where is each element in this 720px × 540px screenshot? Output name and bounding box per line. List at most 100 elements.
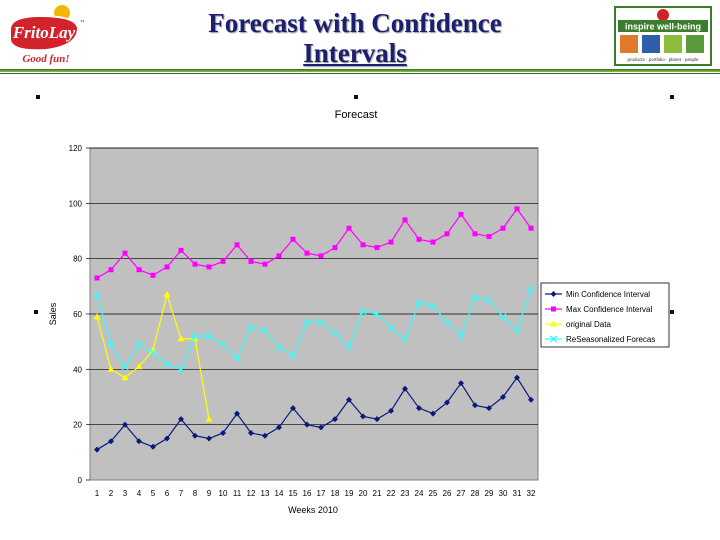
data-point xyxy=(261,327,269,335)
slide-title-line1: Forecast with Confidence xyxy=(208,8,502,38)
data-point xyxy=(121,374,129,381)
logo-title: inspire well-being xyxy=(625,22,701,32)
x-tick-label: 21 xyxy=(373,489,382,498)
x-tick-label: 16 xyxy=(303,489,312,498)
data-point xyxy=(499,313,507,321)
y-tick-label: 120 xyxy=(69,144,83,153)
data-point xyxy=(135,340,143,348)
data-point xyxy=(150,443,156,450)
slide-title: Forecast with Confidence Intervals xyxy=(140,8,570,68)
data-point xyxy=(205,415,213,422)
placeholder-handle xyxy=(670,95,674,99)
data-point xyxy=(136,267,142,273)
data-point xyxy=(550,320,557,327)
data-point xyxy=(429,302,437,310)
inspire-wellbeing-logo: inspire well-being products · portfolio … xyxy=(614,6,712,66)
data-point xyxy=(332,245,338,251)
data-point xyxy=(163,360,171,368)
data-point xyxy=(289,352,297,359)
data-point xyxy=(135,363,143,370)
series-group xyxy=(93,206,535,453)
data-point xyxy=(332,416,338,423)
data-point xyxy=(206,435,212,442)
data-point xyxy=(262,261,268,267)
x-tick-label: 25 xyxy=(429,489,438,498)
x-tick-label: 18 xyxy=(331,489,340,498)
data-point xyxy=(220,429,226,436)
recycle-icon xyxy=(664,35,682,53)
x-tick-label: 10 xyxy=(219,489,228,498)
data-point xyxy=(93,313,101,320)
data-point xyxy=(551,306,556,312)
data-point xyxy=(164,264,170,270)
data-point xyxy=(219,340,227,348)
y-tick-label: 20 xyxy=(73,421,82,430)
data-point xyxy=(331,329,339,337)
x-tick-label: 24 xyxy=(415,489,424,498)
x-tick-label: 15 xyxy=(289,489,298,498)
data-point xyxy=(247,324,255,332)
placeholder-handle xyxy=(34,310,38,314)
y-axis-label: Sales xyxy=(48,302,58,325)
data-point xyxy=(205,332,213,340)
logo-tagline: Good fun! xyxy=(22,53,69,65)
y-axis-ticks: 0 20 40 60 80 100 120 xyxy=(69,144,90,485)
data-point xyxy=(234,410,240,417)
data-point xyxy=(290,236,296,242)
data-point xyxy=(149,349,157,357)
data-point xyxy=(107,365,115,372)
x-tick-label: 19 xyxy=(345,489,354,498)
data-point xyxy=(290,405,296,412)
x-tick-label: 2 xyxy=(109,489,114,498)
data-point xyxy=(472,402,478,409)
x-tick-label: 17 xyxy=(317,489,326,498)
data-point xyxy=(430,410,436,417)
data-point xyxy=(500,225,506,231)
logo-brand: FritoLay xyxy=(12,23,76,42)
data-point xyxy=(346,225,352,231)
logo-title-bar xyxy=(618,20,708,32)
x-tick-label: 28 xyxy=(471,489,480,498)
data-point xyxy=(94,446,100,453)
data-point xyxy=(402,385,408,392)
data-point xyxy=(150,272,156,278)
logo-badge xyxy=(9,14,80,52)
data-point xyxy=(360,413,366,420)
legend-entry: ReSeasonalized Forecas xyxy=(566,335,655,344)
data-point xyxy=(178,247,184,253)
placeholder-handle xyxy=(36,95,40,99)
header-rule-thin xyxy=(0,73,720,74)
data-point xyxy=(317,318,325,326)
data-point xyxy=(262,432,268,439)
data-point xyxy=(360,242,366,248)
y-tick-label: 60 xyxy=(73,310,82,319)
data-point xyxy=(527,285,535,293)
data-point xyxy=(401,335,409,343)
data-point xyxy=(471,293,479,301)
legend-box xyxy=(540,282,670,348)
x-tick-label: 11 xyxy=(233,489,242,498)
y-tick-label: 0 xyxy=(78,476,83,485)
chart-legend: Min Confidence Interval Max Confidence In… xyxy=(540,282,670,348)
data-point xyxy=(93,291,101,299)
fritolay-logo: FritoLay ™ Good fun! xyxy=(9,5,84,65)
y-tick-label: 40 xyxy=(73,365,82,374)
series-line xyxy=(96,376,532,451)
pepsico-globe-icon xyxy=(657,9,669,21)
x-tick-label: 27 xyxy=(457,489,466,498)
x-tick-label: 8 xyxy=(193,489,198,498)
data-point xyxy=(346,396,352,403)
data-point xyxy=(276,253,282,259)
x-tick-label: 26 xyxy=(443,489,452,498)
data-point xyxy=(108,267,114,273)
data-point xyxy=(387,324,395,332)
x-tick-label: 3 xyxy=(123,489,128,498)
data-point xyxy=(303,318,311,326)
x-tick-label: 20 xyxy=(359,489,368,498)
x-tick-label: 12 xyxy=(247,489,256,498)
data-point xyxy=(514,206,520,212)
data-point xyxy=(192,432,198,439)
data-point xyxy=(304,421,310,428)
data-point xyxy=(486,405,492,412)
data-point xyxy=(178,416,184,423)
